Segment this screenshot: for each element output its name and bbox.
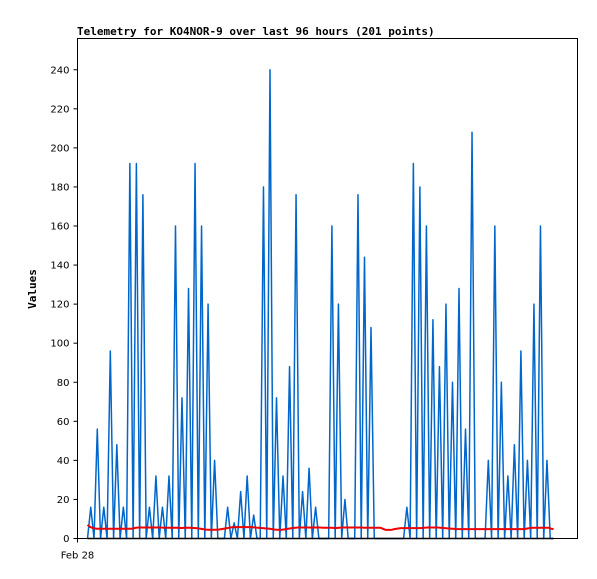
chart-title: Telemetry for KO4NOR-9 over last 96 hour…: [77, 25, 435, 38]
y-tick-label: 60: [57, 417, 70, 428]
y-tick-label: 20: [57, 495, 70, 506]
y-tick-label: 140: [50, 261, 69, 272]
y-axis-label: Values: [26, 269, 39, 309]
series-line-2: [86, 524, 554, 531]
y-tick-label: 180: [50, 182, 69, 193]
y-tick-label: 240: [50, 65, 69, 76]
x-axis: Feb 28: [61, 538, 95, 562]
y-tick-label: 220: [50, 104, 69, 115]
y-tick-label: 120: [50, 300, 69, 311]
y-tick-label: 80: [57, 378, 70, 389]
y-tick-label: 40: [57, 456, 70, 467]
y-tick-label: 100: [50, 339, 69, 350]
x-tick-label: Feb 28: [61, 551, 95, 562]
y-tick-label: 200: [50, 143, 69, 154]
y-tick-label: 160: [50, 222, 69, 233]
y-axis: 0 20 40 60 80 100 120 140 160 180 200 220 240: [50, 65, 78, 545]
series-layer: [86, 69, 554, 540]
y-tick-label: 0: [63, 534, 69, 545]
